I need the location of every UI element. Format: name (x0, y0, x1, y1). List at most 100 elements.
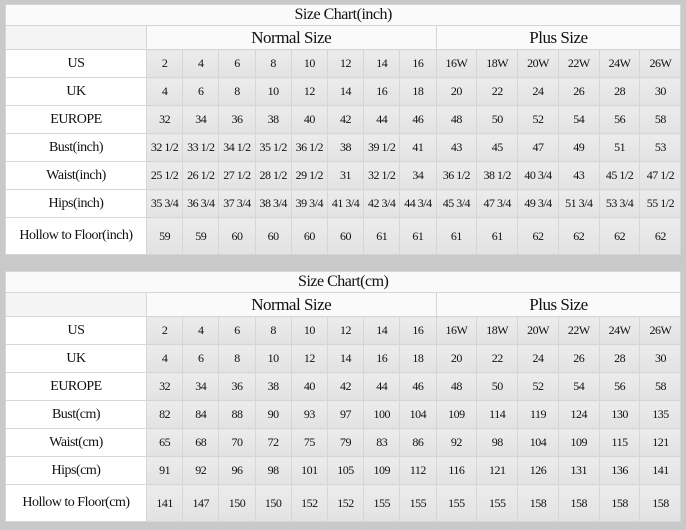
table-cell: 20W (517, 49, 559, 78)
table-cell: 28 1/2 (254, 161, 292, 190)
table-cell: 12 (326, 316, 365, 345)
table-cell: 6 (218, 49, 256, 78)
table-cell: 50 (476, 105, 519, 134)
row-label: Hollow to Floor(cm) (5, 484, 147, 522)
table-cell: 12 (326, 49, 365, 78)
table-title: Size Chart(inch) (4, 4, 682, 26)
table-cell: 68 (182, 428, 220, 457)
group-header-normal: Normal Size (146, 25, 437, 50)
table-cell: 18W (476, 49, 519, 78)
size-chart-cm: Size Chart(cm) Normal Size Plus Size US 2 4 6 8… (4, 271, 682, 522)
table-cell: 22W (557, 316, 600, 345)
group-header-plus: Plus Size (435, 292, 682, 317)
table-cell: 49 (557, 133, 600, 162)
table-cell: 6 (218, 316, 256, 345)
table-cell: 75 (290, 428, 328, 457)
table-cell: 26 (557, 344, 600, 373)
table-cell: 43 (435, 133, 478, 162)
table-cell: 147 (182, 484, 220, 522)
table-cell: 46 (399, 105, 437, 134)
table-cell: 32 1/2 (363, 161, 401, 190)
table-row: EUROPE 32 34 36 38 40 42 44 46 48 50 52 54 56 58 (5, 372, 682, 401)
row-label: US (5, 316, 147, 345)
table-cell: 131 (557, 456, 600, 485)
table-cell: 26 (557, 77, 600, 106)
table-cell: 62 (557, 217, 600, 255)
table-cell: 41 3/4 (326, 189, 365, 218)
table-cell: 53 3/4 (598, 189, 641, 218)
table-cell: 4 (182, 316, 220, 345)
table-cell: 8 (218, 344, 256, 373)
table-cell: 152 (290, 484, 328, 522)
table-cell: 49 3/4 (517, 189, 559, 218)
table-cell: 88 (218, 400, 256, 429)
row-label: Hips(cm) (5, 456, 147, 485)
table-cell: 45 (476, 133, 519, 162)
table-cell: 42 (326, 372, 365, 401)
group-header-normal: Normal Size (146, 292, 437, 317)
table-cell: 124 (557, 400, 600, 429)
table-cell: 16 (363, 77, 401, 106)
row-label: Waist(inch) (5, 161, 147, 190)
table-cell: 62 (639, 217, 682, 255)
table-cell: 136 (598, 456, 641, 485)
header-blank-cell (5, 25, 147, 50)
table-cell: 34 1/2 (218, 133, 256, 162)
title-row: Size Chart(inch) (4, 4, 682, 26)
table-cell: 35 3/4 (145, 189, 184, 218)
table-cell: 10 (254, 344, 292, 373)
table-cell: 72 (254, 428, 292, 457)
table-cell: 47 1/2 (639, 161, 682, 190)
size-chart-inch: Size Chart(inch) Normal Size Plus Size US 2 4… (4, 4, 682, 255)
table-cell: 44 (363, 372, 401, 401)
table-cell: 109 (435, 400, 478, 429)
table-cell: 48 (435, 105, 478, 134)
table-cell: 26W (639, 49, 682, 78)
title-row: Size Chart(cm) (4, 271, 682, 293)
table-cell: 24 (517, 77, 559, 106)
table-cell: 16 (399, 49, 437, 78)
table-cell: 116 (435, 456, 478, 485)
table-cell: 10 (290, 49, 328, 78)
table-cell: 60 (290, 217, 328, 255)
table-cell: 24 (517, 344, 559, 373)
table-cell: 28 (598, 344, 641, 373)
table-cell: 158 (639, 484, 682, 522)
table-row: UK 4 6 8 10 12 14 16 18 20 22 24 26 28 30 (5, 344, 682, 373)
table-cell: 48 (435, 372, 478, 401)
table-cell: 4 (182, 49, 220, 78)
table-cell: 41 (399, 133, 437, 162)
table-cell: 39 1/2 (363, 133, 401, 162)
table-cell: 4 (145, 77, 184, 106)
table-cell: 109 (557, 428, 600, 457)
table-cell: 43 (557, 161, 600, 190)
table-cell: 150 (218, 484, 256, 522)
table-cell: 51 3/4 (557, 189, 600, 218)
table-cell: 135 (639, 400, 682, 429)
table-cell: 83 (363, 428, 401, 457)
table-cell: 115 (598, 428, 641, 457)
table-cell: 97 (326, 400, 365, 429)
table-cell: 44 (363, 105, 401, 134)
table-cell: 24W (598, 316, 641, 345)
table-cell: 59 (145, 217, 184, 255)
table-cell: 32 (145, 105, 184, 134)
table-cell: 55 1/2 (639, 189, 682, 218)
table-cell: 104 (517, 428, 559, 457)
table-cell: 4 (145, 344, 184, 373)
row-label: UK (5, 77, 147, 106)
table-cell: 8 (254, 316, 292, 345)
table-cell: 52 (517, 105, 559, 134)
table-cell: 40 (290, 105, 328, 134)
table-cell: 30 (639, 344, 682, 373)
table-row: Hips(cm) 91 92 96 98 101 105 109 112 116 121 126 131… (5, 456, 682, 485)
table-cell: 51 (598, 133, 641, 162)
table-cell: 82 (145, 400, 184, 429)
table-cell: 155 (399, 484, 437, 522)
table-cell: 6 (182, 344, 220, 373)
row-label: UK (5, 344, 147, 373)
table-cell: 155 (363, 484, 401, 522)
table-cell: 130 (598, 400, 641, 429)
table-cell: 16W (435, 316, 478, 345)
table-cell: 42 3/4 (363, 189, 401, 218)
